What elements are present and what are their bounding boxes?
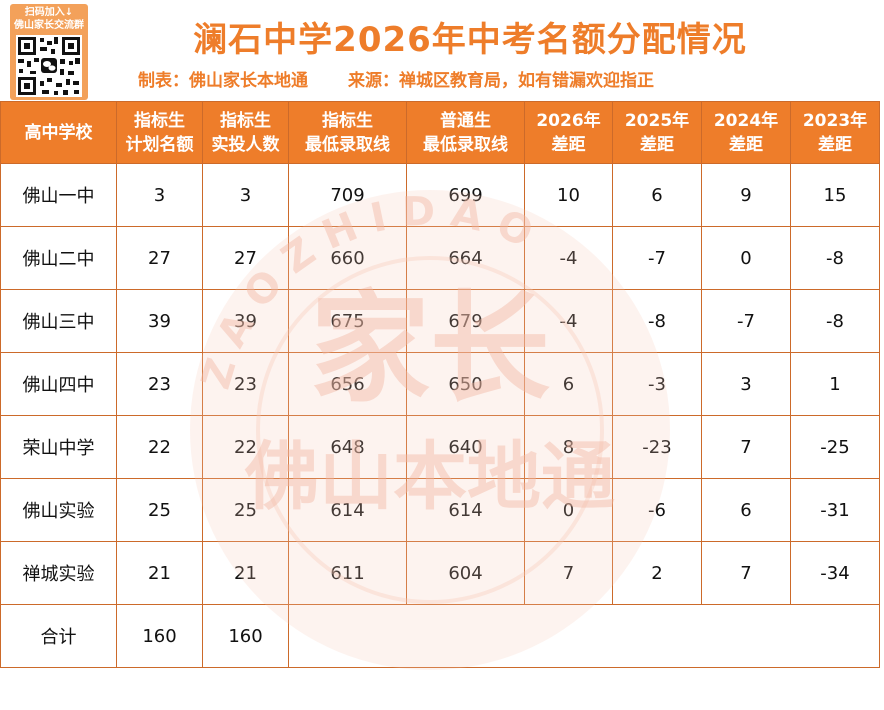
cell-gap-2024: 6 <box>701 478 791 542</box>
cell-gap-2025: 2 <box>612 541 702 605</box>
cell-gap-2024: 3 <box>701 352 791 416</box>
qr-caption: 扫码加入↓ 佛山家长交流群 <box>10 6 88 32</box>
cell-quota-min-score: 611 <box>288 541 407 605</box>
cell-gap-2023: -34 <box>790 541 880 605</box>
cell-quota-plan: 22 <box>116 415 203 479</box>
cell-gap-2025: -7 <box>612 226 702 290</box>
cell-school: 佛山一中 <box>0 163 117 227</box>
cell-gap-2024: 0 <box>701 226 791 290</box>
cell-regular-min-score: 614 <box>406 478 525 542</box>
col-header-regular-min-score: 普通生 最低录取线 <box>406 101 525 164</box>
table-row: 佛山二中 27 27 660 664 -4 -7 0 -8 <box>0 226 880 290</box>
cell-gap-2024: -7 <box>701 289 791 353</box>
cell-gap-2026: 6 <box>524 352 613 416</box>
cell-quota-actual: 25 <box>202 478 289 542</box>
table-total-row: 合计 160 160 <box>0 604 880 668</box>
cell-gap-2024: 7 <box>701 415 791 479</box>
cell-quota-plan: 25 <box>116 478 203 542</box>
cell-school: 荣山中学 <box>0 415 117 479</box>
table-row: 佛山实验 25 25 614 614 0 -6 6 -31 <box>0 478 880 542</box>
cell-regular-min-score: 640 <box>406 415 525 479</box>
cell-quota-actual: 21 <box>202 541 289 605</box>
cell-gap-2023: -25 <box>790 415 880 479</box>
cell-gap-2026: 0 <box>524 478 613 542</box>
cell-gap-2025: -23 <box>612 415 702 479</box>
cell-gap-2026: -4 <box>524 226 613 290</box>
cell-quota-plan: 39 <box>116 289 203 353</box>
table-header-row: 高中学校 指标生 计划名额 指标生 实投人数 指标生 最低录取线 普通生 最低录取线 2… <box>0 101 880 164</box>
col-header-gap-2025: 2025年 差距 <box>612 101 702 164</box>
cell-regular-min-score: 679 <box>406 289 525 353</box>
cell-quota-min-score: 675 <box>288 289 407 353</box>
cell-total-empty <box>288 604 880 668</box>
cell-gap-2023: -8 <box>790 226 880 290</box>
cell-gap-2026: 10 <box>524 163 613 227</box>
cell-gap-2023: -31 <box>790 478 880 542</box>
col-header-school: 高中学校 <box>0 101 117 164</box>
cell-regular-min-score: 650 <box>406 352 525 416</box>
qr-code-icon <box>16 35 82 97</box>
cell-school: 佛山三中 <box>0 289 117 353</box>
col-header-quota-actual: 指标生 实投人数 <box>202 101 289 164</box>
cell-gap-2023: -8 <box>790 289 880 353</box>
cell-school: 佛山四中 <box>0 352 117 416</box>
qr-caption-line2: 佛山家长交流群 <box>14 20 84 31</box>
cell-quota-actual: 39 <box>202 289 289 353</box>
cell-regular-min-score: 664 <box>406 226 525 290</box>
cell-school: 佛山二中 <box>0 226 117 290</box>
cell-quota-plan: 23 <box>116 352 203 416</box>
cell-quota-min-score: 648 <box>288 415 407 479</box>
qr-caption-line1: 扫码加入↓ <box>24 7 74 18</box>
cell-quota-plan: 21 <box>116 541 203 605</box>
cell-gap-2025: -6 <box>612 478 702 542</box>
cell-regular-min-score: 699 <box>406 163 525 227</box>
cell-quota-actual: 22 <box>202 415 289 479</box>
cell-gap-2023: 15 <box>790 163 880 227</box>
cell-quota-plan: 3 <box>116 163 203 227</box>
cell-gap-2024: 9 <box>701 163 791 227</box>
page-title: 澜石中学2026年中考名额分配情况 <box>193 20 747 60</box>
cell-gap-2025: 6 <box>612 163 702 227</box>
cell-gap-2026: 7 <box>524 541 613 605</box>
cell-quota-min-score: 656 <box>288 352 407 416</box>
table-row: 佛山三中 39 39 675 679 -4 -8 -7 -8 <box>0 289 880 353</box>
cell-quota-min-score: 614 <box>288 478 407 542</box>
cell-total-actual: 160 <box>202 604 289 668</box>
col-header-gap-2023: 2023年 差距 <box>790 101 880 164</box>
cell-gap-2025: -8 <box>612 289 702 353</box>
cell-quota-min-score: 709 <box>288 163 407 227</box>
page-subtitle: 制表：佛山家长本地通 来源：禅城区教育局，如有错漏欢迎指正 <box>138 66 654 91</box>
col-header-gap-2026: 2026年 差距 <box>524 101 613 164</box>
table-row: 荣山中学 22 22 648 640 8 -23 7 -25 <box>0 415 880 479</box>
table-row: 禅城实验 21 21 611 604 7 2 7 -34 <box>0 541 880 605</box>
header: 扫码加入↓ 佛山家长交流群 澜石中学2026年中考名额分配情况 <box>0 0 884 101</box>
cell-gap-2026: -4 <box>524 289 613 353</box>
subtitle-source: 来源：禅城区教育局，如有错漏欢迎指正 <box>348 71 654 91</box>
cell-total-label: 合计 <box>0 604 117 668</box>
cell-quota-actual: 27 <box>202 226 289 290</box>
cell-quota-actual: 3 <box>202 163 289 227</box>
cell-gap-2024: 7 <box>701 541 791 605</box>
cell-quota-plan: 27 <box>116 226 203 290</box>
cell-school: 佛山实验 <box>0 478 117 542</box>
qr-panel: 扫码加入↓ 佛山家长交流群 <box>10 4 88 100</box>
cell-school: 禅城实验 <box>0 541 117 605</box>
subtitle-maker: 制表：佛山家长本地通 <box>138 71 308 91</box>
col-header-quota-plan: 指标生 计划名额 <box>116 101 203 164</box>
cell-gap-2026: 8 <box>524 415 613 479</box>
col-header-quota-min-score: 指标生 最低录取线 <box>288 101 407 164</box>
cell-gap-2025: -3 <box>612 352 702 416</box>
cell-regular-min-score: 604 <box>406 541 525 605</box>
col-header-gap-2024: 2024年 差距 <box>701 101 791 164</box>
table-row: 佛山一中 3 3 709 699 10 6 9 15 <box>0 163 880 227</box>
cell-quota-actual: 23 <box>202 352 289 416</box>
cell-quota-min-score: 660 <box>288 226 407 290</box>
table-row: 佛山四中 23 23 656 650 6 -3 3 1 <box>0 352 880 416</box>
cell-total-plan: 160 <box>116 604 203 668</box>
cell-gap-2023: 1 <box>790 352 880 416</box>
quota-table: 高中学校 指标生 计划名额 指标生 实投人数 指标生 最低录取线 普通生 最低录取线 2… <box>0 101 880 668</box>
